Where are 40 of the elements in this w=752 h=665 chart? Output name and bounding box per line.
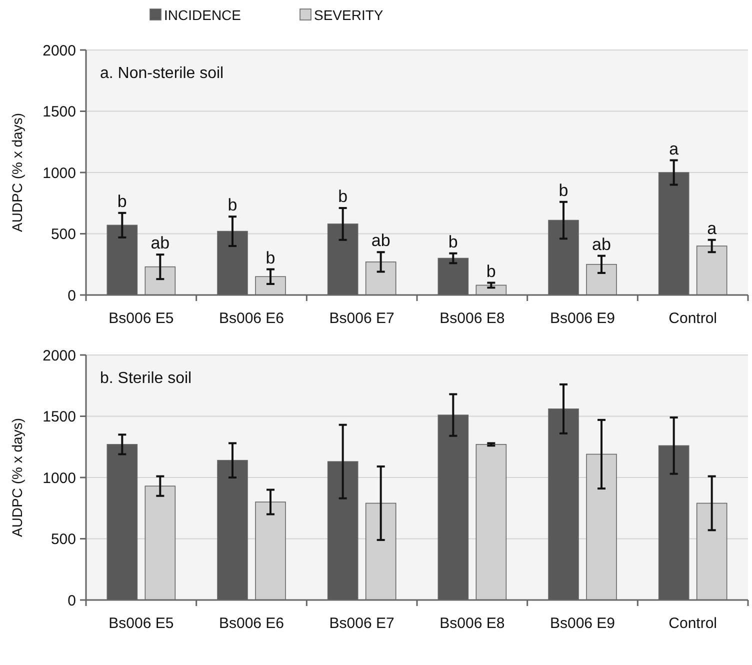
data-label: a xyxy=(707,218,718,238)
x-tick-label: Bs006 E5 xyxy=(108,615,174,632)
y-tick-label: 2000 xyxy=(42,347,76,364)
x-tick-label: Bs006 E6 xyxy=(218,310,284,327)
data-label: b xyxy=(448,232,458,252)
y-tick-label: 500 xyxy=(50,531,76,548)
y-tick-label: 1000 xyxy=(42,470,76,487)
text: a. Non-sterile soil xyxy=(100,65,224,82)
legend-label: SEVERITY xyxy=(314,7,384,23)
x-tick-label: Bs006 E6 xyxy=(218,615,284,632)
y-tick-label: 1500 xyxy=(42,408,76,426)
x-tick-label: Control xyxy=(668,615,718,632)
x-tick-label: Bs006 E8 xyxy=(440,615,505,632)
data-label: ab xyxy=(371,231,390,250)
data-label: b xyxy=(228,196,238,215)
text: b. Sterile soil xyxy=(100,370,192,387)
y-axis-title: AUDPC (% x days) xyxy=(9,112,25,232)
data-label: b xyxy=(338,187,348,206)
y-tick-label: 0 xyxy=(68,592,76,610)
y-tick-label: 1500 xyxy=(42,104,76,120)
y-axis-title: AUDPC (% x days) xyxy=(9,418,25,538)
x-tick-label: Bs006 E9 xyxy=(550,615,616,632)
x-tick-label: Bs006 E8 xyxy=(440,310,505,327)
x-tick-label: Bs006 E5 xyxy=(108,310,174,327)
data-label: b xyxy=(266,248,276,268)
y-tick-label: 0 xyxy=(68,287,76,304)
data-label: b xyxy=(486,262,496,281)
y-tick-label: 500 xyxy=(50,226,76,243)
data-label: ab xyxy=(592,234,611,254)
data-label: ab xyxy=(150,234,170,253)
data-label: b xyxy=(558,180,568,200)
data-label: a xyxy=(669,139,680,158)
data-label: b xyxy=(117,192,127,211)
x-tick-label: Bs006 E7 xyxy=(329,615,394,632)
x-tick-label: Bs006 E7 xyxy=(329,310,394,327)
y-tick-label: 2000 xyxy=(42,42,76,60)
x-tick-label: Control xyxy=(668,310,718,327)
legend-label: INCIDENCE xyxy=(164,7,242,23)
x-tick-label: Bs006 E9 xyxy=(550,310,616,327)
y-tick-label: 1000 xyxy=(42,164,76,182)
